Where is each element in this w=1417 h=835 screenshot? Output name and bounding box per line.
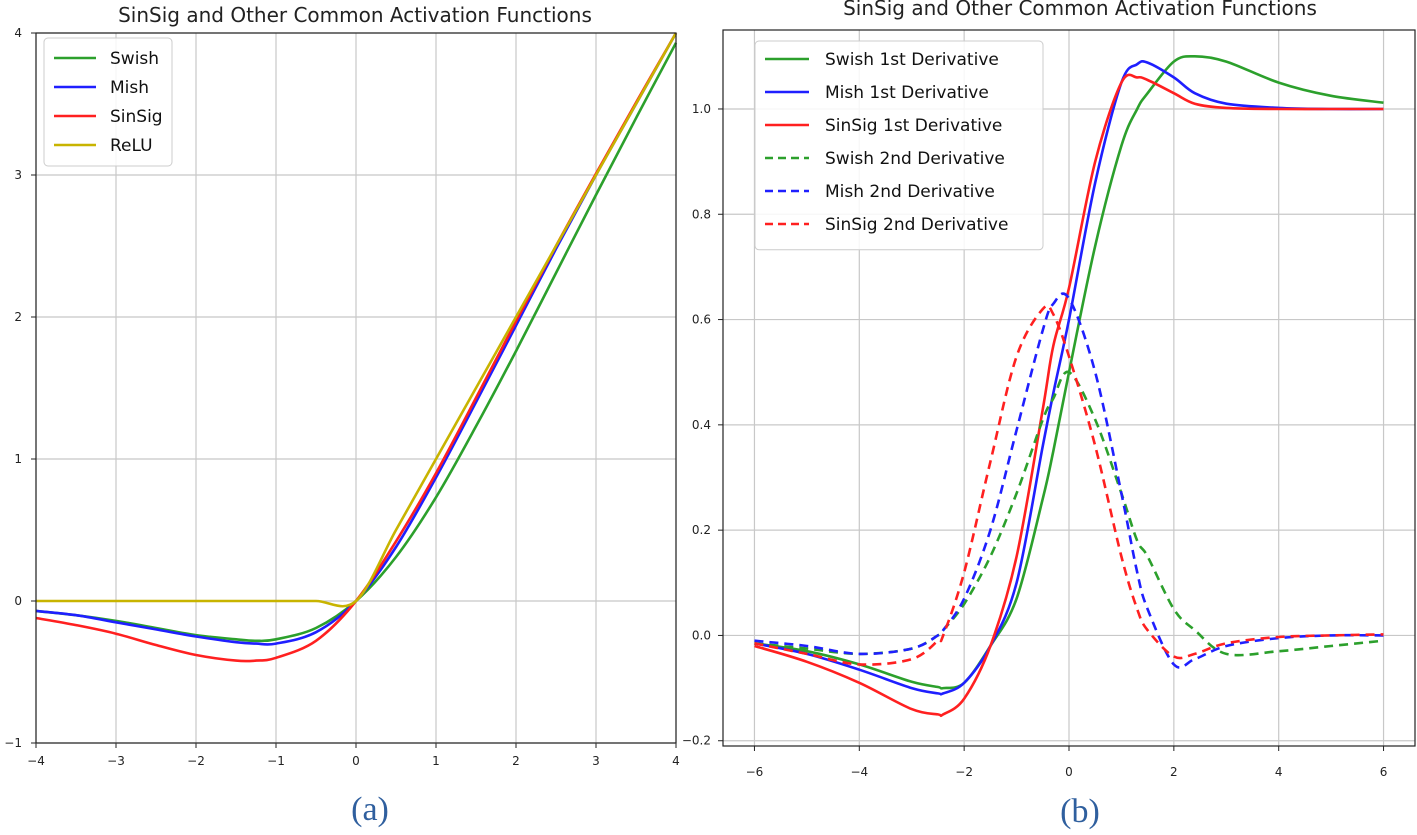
x-tick-label: −6	[746, 765, 764, 779]
legend-box	[754, 40, 1044, 251]
y-tick-label: −1	[4, 736, 22, 750]
y-tick-label: 2	[14, 310, 22, 324]
x-tick-label: 4	[1275, 765, 1283, 779]
legend-label: Mish 2nd Derivative	[825, 182, 995, 202]
legend-label: SinSig 2nd Derivative	[825, 215, 1008, 235]
x-tick-label: 1	[432, 754, 440, 768]
y-tick-label: 0.4	[692, 418, 711, 432]
series-line-swish-1st-derivative	[754, 54, 1384, 690]
y-tick-label: 0.8	[692, 207, 711, 221]
legend-label: Swish	[110, 49, 159, 69]
x-tick-label: 4	[672, 754, 680, 768]
y-tick-label: 0.0	[692, 628, 711, 642]
series-line-relu	[36, 32, 678, 608]
legend-box	[43, 37, 173, 167]
x-tick-label: 6	[1380, 765, 1388, 779]
legend-label: Mish 1st Derivative	[825, 83, 989, 103]
x-tick-label: −4	[850, 765, 868, 779]
plot-frame	[35, 32, 677, 744]
legend-label: Swish 2nd Derivative	[825, 149, 1005, 169]
legend-label: Mish	[110, 78, 149, 98]
y-tick-label: 0.6	[692, 313, 711, 327]
x-tick-label: 0	[1065, 765, 1073, 779]
y-tick-label: 0	[14, 594, 22, 608]
plot-frame	[722, 29, 1416, 747]
y-tick-label: 3	[14, 168, 22, 182]
x-tick-label: −3	[107, 754, 125, 768]
x-tick-label: −2	[955, 765, 973, 779]
y-tick-label: 4	[14, 26, 22, 40]
y-tick-label: 1	[14, 452, 22, 466]
y-tick-label: 0.2	[692, 523, 711, 537]
y-tick-label: 1.0	[692, 102, 711, 116]
x-tick-label: 2	[512, 754, 520, 768]
series-line-swish-2nd-derivative	[754, 370, 1384, 657]
series-line-mish-2nd-derivative	[754, 292, 1384, 669]
panel-b-derivatives: SinSig and Other Common Activation Funct…	[682, 0, 1416, 830]
panel-caption: (a)	[351, 791, 389, 828]
y-tick-label: −0.2	[682, 734, 711, 748]
legend-label: SinSig 1st Derivative	[825, 116, 1002, 136]
panel-caption: (b)	[1060, 793, 1100, 830]
x-tick-label: 2	[1170, 765, 1178, 779]
legend-label: Swish 1st Derivative	[825, 50, 999, 70]
x-tick-label: 0	[352, 754, 360, 768]
series-line-mish-1st-derivative	[754, 59, 1384, 696]
series-line-sinsig-2nd-derivative	[754, 304, 1384, 666]
legend-label: ReLU	[110, 136, 153, 156]
legend: Swish 1st Derivative Mish 1st Derivative S…	[754, 40, 1044, 251]
panel-a-swish-mish-sinsig-relu: SinSig and Other Common Activation Funct…	[4, 3, 680, 828]
chart-title: SinSig and Other Common Activation Funct…	[118, 3, 592, 27]
x-tick-label: 3	[592, 754, 600, 768]
x-tick-label: −2	[187, 754, 205, 768]
legend-label: SinSig	[110, 107, 163, 127]
x-tick-label: −1	[267, 754, 285, 768]
chart-title: SinSig and Other Common Activation Funct…	[843, 0, 1317, 20]
legend: Swish Mish SinSig ReLU	[43, 37, 173, 167]
x-tick-label: −4	[27, 754, 45, 768]
